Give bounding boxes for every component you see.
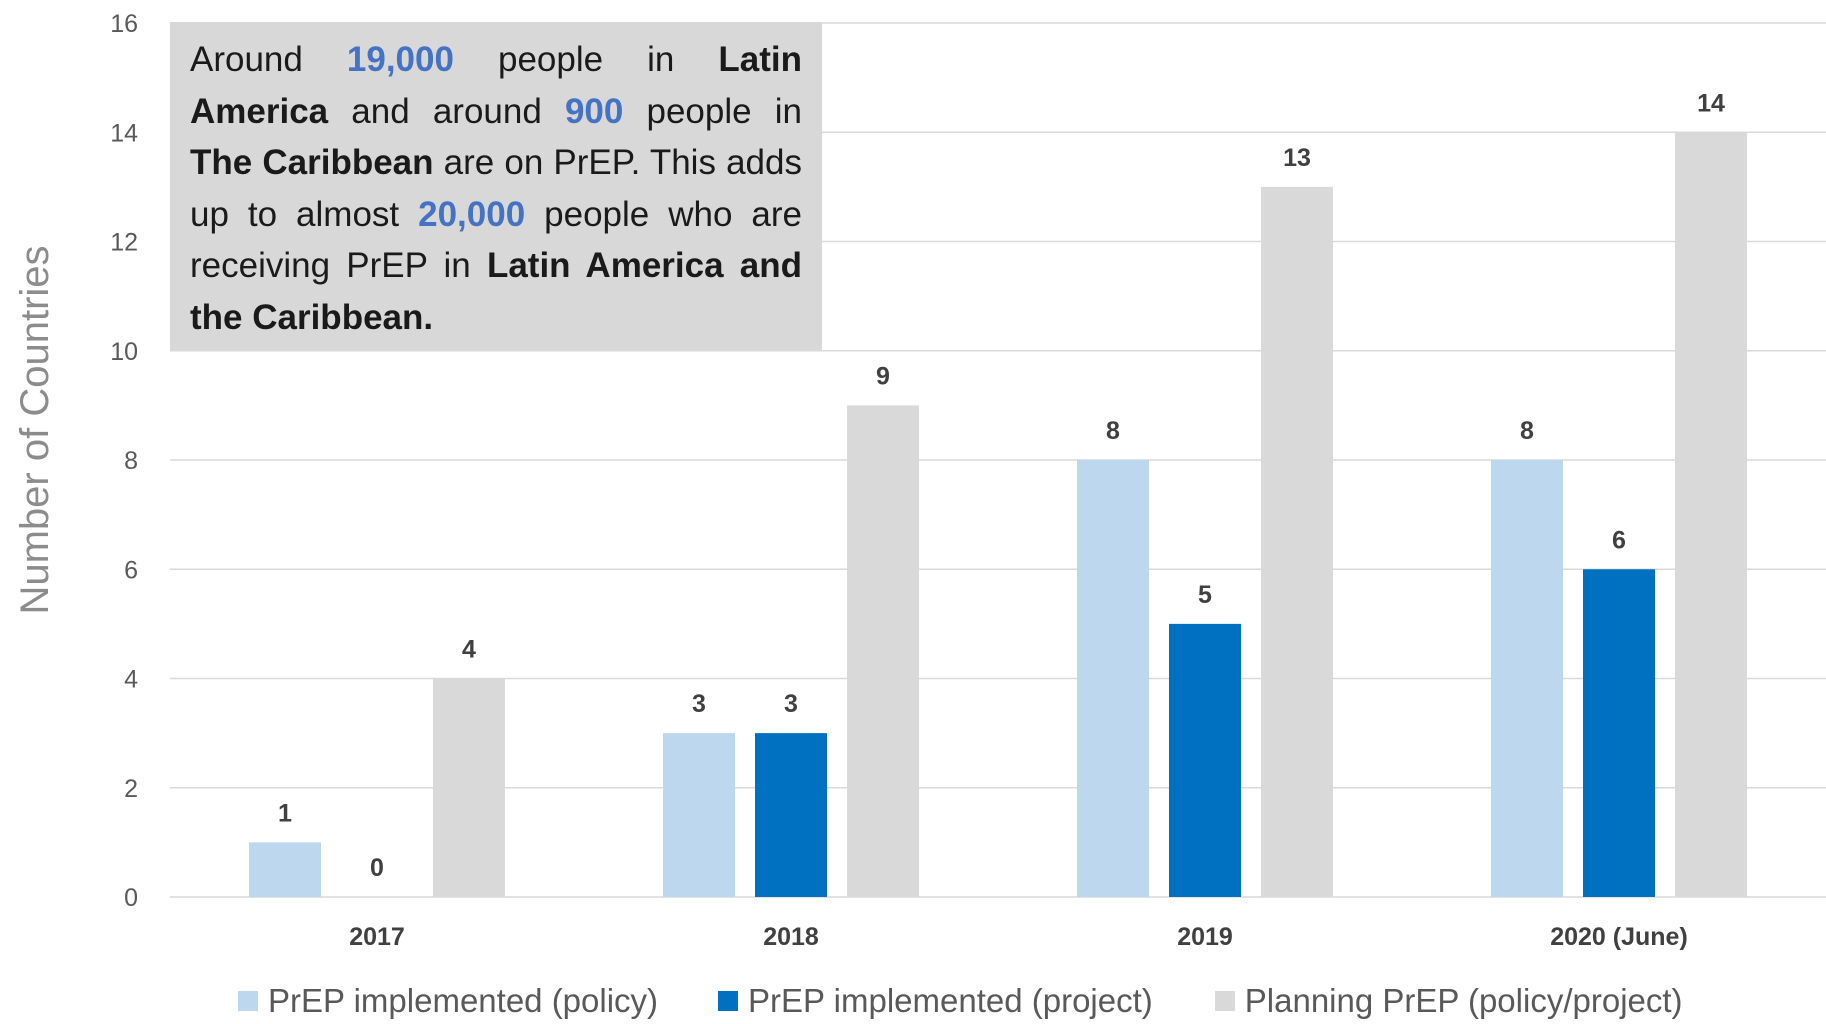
annotation-text: people in [623,91,803,131]
bar [1491,460,1563,897]
y-tick-label: 10 [110,338,138,366]
data-label: 0 [370,854,384,882]
annotation-text: people in [453,40,719,79]
legend: PrEP implemented (policy) PrEP implement… [238,979,1683,1023]
legend-item-policy: PrEP implemented (policy) [238,982,658,1020]
y-tick-label: 2 [124,775,138,803]
annotation-text: and around [328,91,565,131]
data-label: 8 [1106,417,1120,445]
legend-item-project: PrEP implemented (project) [718,982,1153,1020]
y-tick-label: 12 [110,229,138,257]
annotation-text: Around [190,40,347,79]
y-axis-ticks: 0 2 4 6 8 10 12 14 16 [110,10,138,912]
data-label: 3 [784,690,798,718]
bar [1077,460,1149,897]
data-labels: 1 0 4 3 3 9 8 5 13 8 6 14 [278,89,1725,882]
data-label: 9 [876,362,890,390]
annotation-number: 900 [564,91,624,131]
annotation-text: people who are receiving PrEP in [190,194,802,286]
annotation-bold: The Caribbean [190,143,434,182]
x-tick-label: 2018 [763,923,819,951]
y-tick-label: 0 [124,884,138,912]
bar [1583,569,1655,897]
bars [249,132,1747,897]
bar [847,405,919,897]
legend-label-planning: Planning PrEP (policy/project) [1244,982,1683,1019]
y-tick-label: 16 [110,10,138,38]
x-tick-label: 2019 [1177,923,1233,951]
x-tick-label: 2017 [349,923,405,951]
y-axis-label: Number of Countries [13,245,57,614]
bar [1169,623,1241,897]
data-label: 8 [1520,417,1534,445]
bar [1675,132,1747,897]
x-axis-ticks: 2017 2018 2019 2020 (June) [349,923,1688,951]
annotation-number: 19,000 [346,40,454,79]
legend-swatch-policy [238,991,258,1011]
y-tick-label: 6 [124,556,138,584]
data-label: 14 [1697,89,1725,117]
y-tick-label: 4 [124,666,138,694]
y-tick-label: 8 [124,447,138,475]
bar [249,842,321,897]
annotation-number: 20,000 [418,194,526,234]
x-tick-label: 2020 (June) [1550,923,1688,951]
data-label: 1 [278,799,292,827]
legend-label-policy: PrEP implemented (policy) [268,982,659,1019]
bar [663,733,735,897]
legend-swatch-planning [1214,991,1235,1011]
legend-label-project: PrEP implemented (project) [748,982,1153,1019]
bar [433,678,505,897]
annotation-bold: Latin America and the Caribbean. [190,246,802,337]
data-label: 6 [1612,526,1626,554]
legend-swatch-project [718,991,739,1011]
annotation-bold: Latin America [190,40,802,131]
annotation-box: Around 19,000 people in Latin America an… [170,22,822,350]
bar [1261,186,1333,897]
data-label: 4 [462,636,476,664]
y-tick-label: 14 [110,119,138,147]
legend-item-planning: Planning PrEP (policy/project) [1214,982,1683,1020]
data-label: 13 [1283,144,1311,172]
bar [755,733,827,897]
data-label: 3 [692,690,706,718]
annotation-text: are on PrEP. This adds up to almost [190,143,802,234]
data-label: 5 [1198,581,1212,609]
